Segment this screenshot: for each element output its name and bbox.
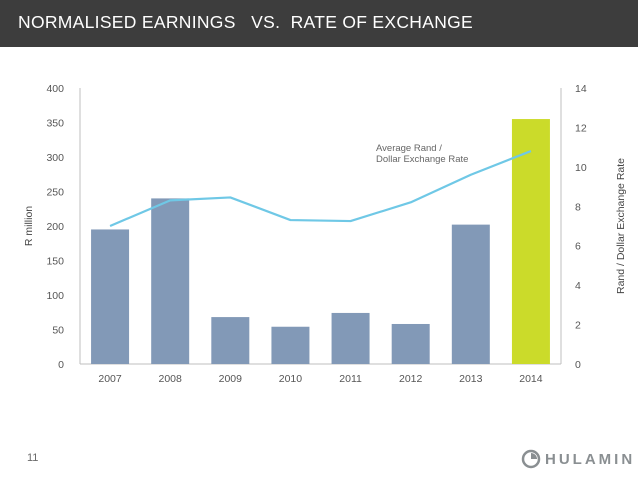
hulamin-logo: HULAMIN [521, 447, 632, 471]
exchange-rate-line [109, 150, 532, 228]
y-tick-label-left: 200 [46, 221, 64, 233]
bar [451, 224, 490, 364]
logo-text: HULAMIN [545, 451, 636, 468]
y-tick-label-right: 2 [575, 320, 581, 332]
bar [271, 326, 310, 364]
y-tick-label-right: 10 [575, 162, 587, 174]
hulamin-swirl-icon [521, 449, 541, 469]
y-tick-label-left: 400 [46, 83, 64, 95]
bar [391, 323, 430, 364]
y-axis-title-right: Rand / Dollar Exchange Rate [615, 158, 627, 294]
x-tick-label: 2012 [399, 373, 423, 385]
y-tick-label-left: 150 [46, 256, 64, 268]
y-tick-label-right: 12 [575, 122, 587, 134]
exchange-rate-annotation: Average Rand / [376, 143, 442, 154]
x-tick-label: 2011 [339, 373, 362, 385]
earnings-vs-exchange-chart: 0 50 100 150 200 250 300 350 400 0 2 4 6 8 10 12 14 2007 2… [23, 83, 627, 385]
y-tick-label-right: 0 [575, 359, 581, 371]
y-tick-label-right: 4 [575, 280, 581, 292]
y-tick-label-left: 0 [58, 359, 64, 371]
slide-header: NORMALISED EARNINGS VS. RATE OF EXCHANGE [0, 0, 638, 47]
bar [151, 198, 190, 364]
x-tick-label: 2008 [159, 373, 183, 385]
bar [91, 229, 130, 364]
exchange-rate-annotation: Dollar Exchange Rate [376, 154, 468, 165]
bar [331, 312, 370, 364]
bar [211, 317, 250, 364]
y-tick-label-right: 6 [575, 241, 581, 253]
x-tick-label: 2013 [459, 373, 483, 385]
x-tick-label: 2014 [519, 373, 543, 385]
x-tick-label: 2007 [98, 373, 122, 385]
y-tick-label-left: 50 [52, 325, 64, 337]
y-axis-title-left: R million [23, 206, 35, 246]
y-tick-label-right: 8 [575, 201, 581, 213]
y-tick-label-left: 250 [46, 187, 64, 199]
x-tick-label: 2009 [219, 373, 243, 385]
x-tick-label: 2010 [279, 373, 303, 385]
y-tick-label-left: 350 [46, 118, 64, 130]
slide-title: NORMALISED EARNINGS VS. RATE OF EXCHANGE [18, 12, 474, 32]
bar [511, 119, 550, 364]
page-number: 11 [27, 452, 39, 464]
y-tick-label-left: 300 [46, 152, 64, 164]
y-tick-label-left: 100 [46, 290, 64, 302]
y-tick-label-right: 14 [575, 83, 587, 95]
